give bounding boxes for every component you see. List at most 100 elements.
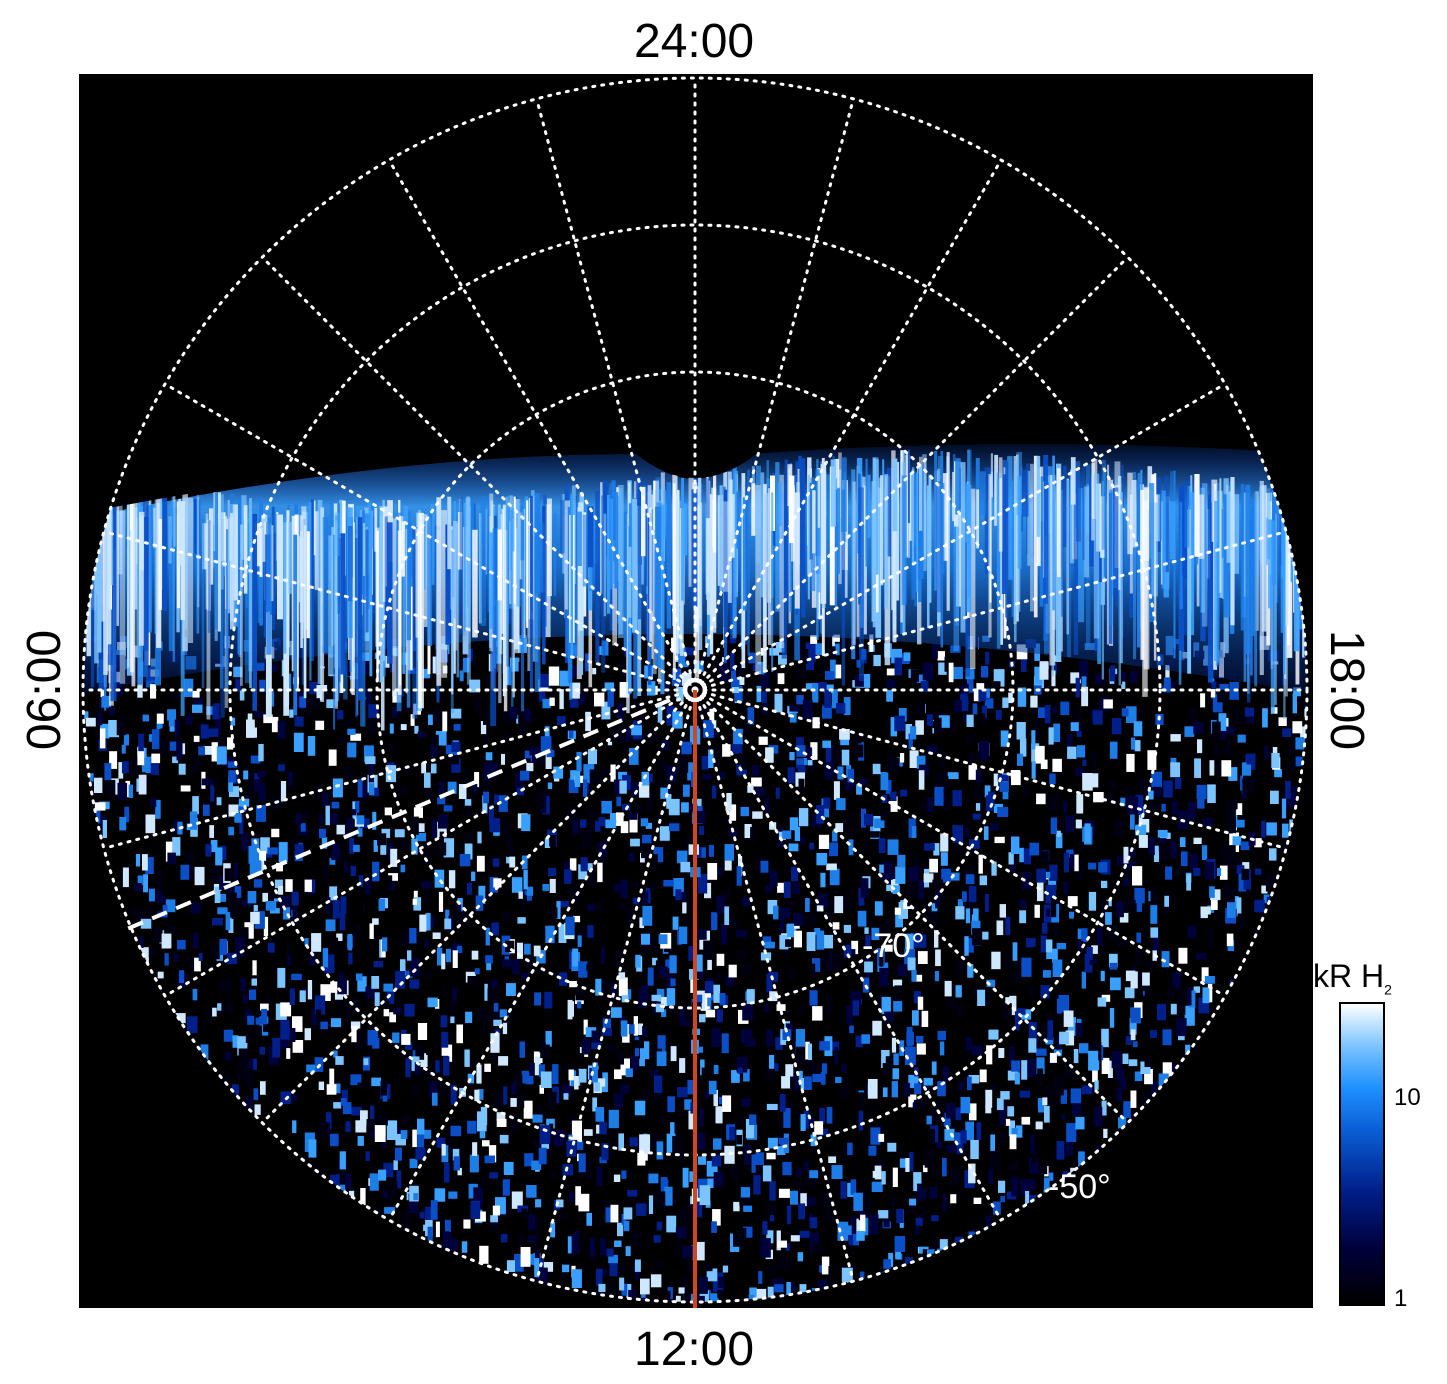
- emission-pixel: [550, 1221, 556, 1238]
- emission-pixel: [1075, 819, 1082, 829]
- emission-pixel: [648, 1173, 659, 1184]
- emission-pixel: [917, 996, 924, 1010]
- emission-pixel: [245, 1033, 253, 1043]
- emission-pixel: [1019, 910, 1027, 924]
- emission-pixel: [907, 898, 914, 907]
- emission-pixel: [332, 778, 343, 798]
- emission-pixel: [828, 1156, 837, 1163]
- emission-pixel: [322, 690, 329, 706]
- emission-pixel: [882, 861, 893, 880]
- emission-pixel: [894, 657, 903, 676]
- emission-pixel: [1140, 1061, 1151, 1074]
- emission-pixel: [1261, 820, 1266, 838]
- auroral-streak: [1226, 491, 1231, 563]
- emission-pixel: [329, 1068, 335, 1085]
- emission-pixel: [436, 821, 447, 838]
- emission-pixel: [231, 901, 240, 919]
- emission-pixel: [597, 841, 607, 858]
- emission-pixel: [200, 724, 209, 739]
- auroral-streak: [351, 522, 355, 696]
- emission-pixel: [192, 704, 203, 713]
- auroral-streak: [207, 520, 211, 633]
- emission-pixel: [804, 1076, 812, 1090]
- emission-pixel: [518, 661, 523, 681]
- emission-pixel: [1116, 1068, 1125, 1081]
- emission-pixel: [1060, 701, 1070, 716]
- emission-pixel: [1295, 737, 1305, 750]
- emission-pixel: [1082, 759, 1087, 766]
- emission-pixel: [1135, 949, 1142, 965]
- auroral-streak: [775, 462, 780, 612]
- emission-pixel: [798, 1004, 804, 1016]
- emission-pixel: [641, 941, 653, 955]
- emission-pixel: [333, 937, 339, 951]
- auroral-streak: [244, 522, 251, 684]
- auroral-streak: [1214, 500, 1219, 661]
- emission-pixel: [968, 1163, 976, 1184]
- emission-pixel: [878, 838, 886, 854]
- emission-pixel: [834, 896, 844, 914]
- emission-pixel: [478, 1089, 484, 1100]
- emission-pixel: [1123, 786, 1132, 804]
- emission-pixel: [769, 1181, 776, 1201]
- emission-pixel: [606, 1248, 614, 1257]
- local-time-meridian: [387, 688, 697, 1222]
- emission-pixel: [713, 984, 721, 1003]
- emission-pixel: [953, 666, 963, 680]
- emission-pixel: [385, 742, 395, 752]
- emission-pixel: [369, 1173, 379, 1191]
- emission-pixel: [816, 1063, 822, 1084]
- emission-pixel: [915, 720, 924, 735]
- emission-pixel: [1034, 666, 1043, 685]
- emission-pixel: [843, 697, 851, 716]
- auroral-streak: [412, 527, 418, 719]
- emission-pixel: [985, 894, 990, 912]
- emission-pixel: [1138, 835, 1148, 848]
- emission-pixel: [997, 807, 1009, 817]
- emission-pixel: [1044, 1105, 1050, 1123]
- emission-pixel: [789, 705, 800, 712]
- emission-pixel: [436, 1211, 443, 1223]
- emission-pixel: [1044, 1085, 1052, 1100]
- emission-pixel: [329, 886, 338, 901]
- auroral-streak: [915, 472, 919, 592]
- auroral-streak: [641, 486, 646, 557]
- emission-pixel: [822, 705, 832, 719]
- emission-pixel: [465, 809, 473, 817]
- emission-pixel: [733, 1201, 740, 1212]
- emission-pixel: [357, 976, 367, 992]
- emission-pixel: [926, 1115, 932, 1125]
- auroral-streak: [1312, 494, 1313, 572]
- emission-pixel: [1288, 745, 1294, 757]
- emission-pixel: [148, 947, 157, 958]
- emission-pixel: [999, 1096, 1008, 1114]
- emission-pixel: [850, 991, 862, 1008]
- emission-pixel: [799, 1230, 810, 1238]
- emission-pixel: [1009, 1046, 1015, 1065]
- emission-pixel: [547, 782, 553, 789]
- emission-pixel: [573, 915, 581, 923]
- emission-pixel: [656, 781, 665, 788]
- emission-pixel: [1135, 794, 1144, 815]
- emission-pixel: [916, 1043, 926, 1055]
- emission-pixel: [486, 919, 494, 929]
- emission-pixel: [239, 817, 244, 834]
- emission-pixel: [116, 717, 126, 736]
- emission-pixel: [992, 1082, 998, 1093]
- emission-pixel: [97, 713, 103, 726]
- emission-pixel: [763, 1004, 770, 1012]
- emission-pixel: [567, 1236, 573, 1254]
- emission-pixel: [695, 1201, 703, 1218]
- auroral-streak: [406, 523, 411, 641]
- emission-pixel: [978, 741, 990, 761]
- emission-pixel: [1177, 998, 1186, 1015]
- emission-pixel: [527, 1253, 537, 1265]
- emission-pixel: [353, 923, 361, 940]
- emission-pixel: [755, 1152, 764, 1165]
- auroral-streak: [1140, 489, 1145, 660]
- emission-pixel: [905, 724, 912, 740]
- emission-pixel: [1186, 874, 1192, 891]
- emission-pixel: [1040, 759, 1048, 770]
- emission-pixel: [739, 1197, 751, 1206]
- emission-pixel: [1256, 930, 1268, 950]
